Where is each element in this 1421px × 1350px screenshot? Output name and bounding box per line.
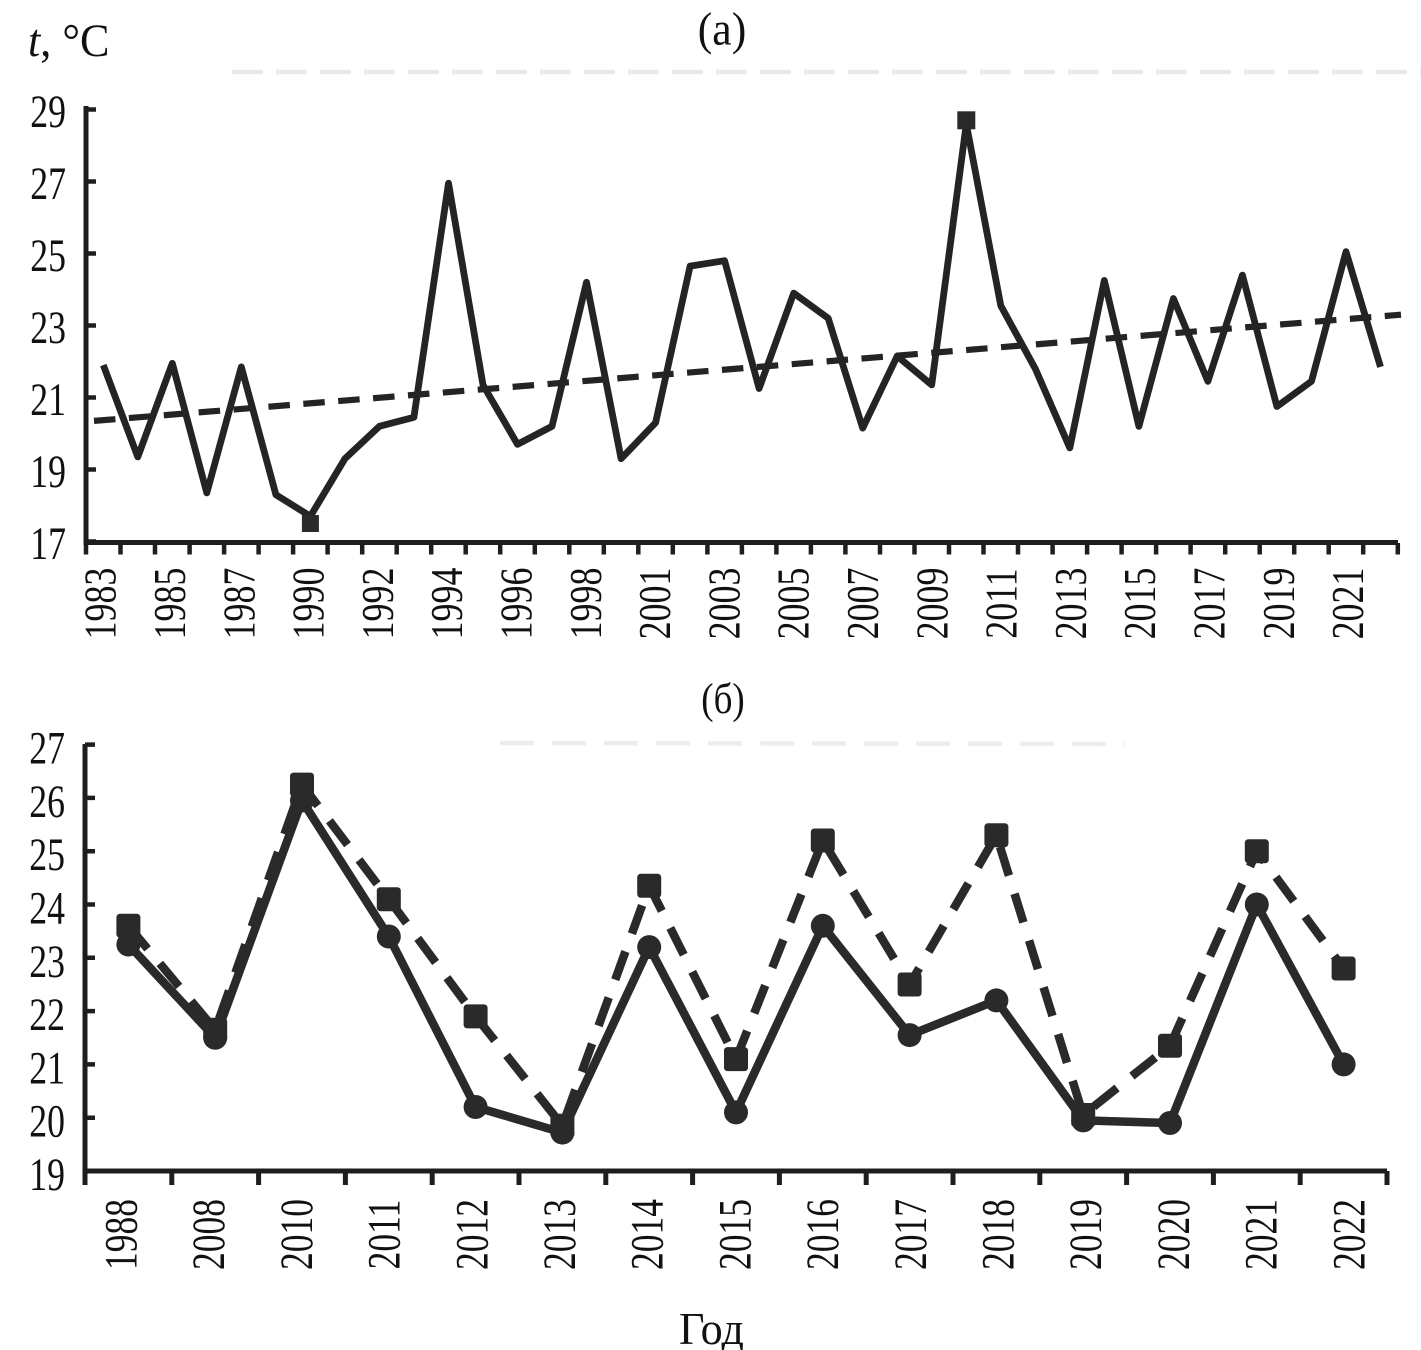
svg-text:1994: 1994 (421, 568, 472, 640)
svg-text:26: 26 (29, 776, 65, 828)
svg-text:24: 24 (29, 883, 65, 935)
svg-text:27: 27 (29, 723, 65, 775)
svg-text:29: 29 (30, 86, 66, 138)
svg-text:1988: 1988 (96, 1199, 148, 1270)
svg-text:1998: 1998 (560, 568, 611, 640)
svg-text:25: 25 (30, 230, 66, 282)
svg-text:2013: 2013 (1045, 568, 1096, 640)
svg-text:2017: 2017 (1183, 568, 1234, 640)
svg-text:2019: 2019 (1061, 1199, 1113, 1270)
svg-text:23: 23 (29, 936, 65, 988)
svg-text:2011: 2011 (359, 1200, 411, 1270)
svg-text:23: 23 (30, 302, 66, 354)
svg-text:2019: 2019 (1253, 568, 1304, 640)
svg-text:2011: 2011 (975, 568, 1026, 638)
svg-text:27: 27 (30, 158, 66, 210)
svg-text:2020: 2020 (1148, 1199, 1200, 1270)
svg-text:22: 22 (29, 990, 65, 1042)
svg-text:2010: 2010 (271, 1199, 323, 1270)
svg-text:1990: 1990 (282, 568, 333, 640)
svg-text:2008: 2008 (184, 1199, 236, 1270)
svg-text:2001: 2001 (629, 568, 680, 640)
svg-text:19: 19 (30, 446, 66, 498)
svg-text:2021: 2021 (1236, 1199, 1288, 1270)
svg-text:2014: 2014 (622, 1199, 674, 1270)
svg-text:2009: 2009 (906, 568, 957, 640)
svg-text:2015: 2015 (1114, 568, 1165, 640)
svg-text:2013: 2013 (534, 1199, 586, 1270)
svg-text:2005: 2005 (767, 568, 818, 640)
svg-text:(б): (б) (701, 674, 744, 722)
svg-text:2018: 2018 (973, 1199, 1025, 1270)
svg-text:1987: 1987 (213, 568, 264, 640)
svg-text:Год: Год (679, 1303, 744, 1350)
svg-text:2017: 2017 (885, 1199, 937, 1270)
svg-text:20: 20 (29, 1096, 65, 1148)
svg-text:(a): (a) (698, 3, 747, 55)
svg-text:17: 17 (30, 518, 66, 570)
svg-text:t, °C: t, °C (28, 14, 109, 67)
svg-text:1985: 1985 (144, 568, 195, 640)
svg-text:2007: 2007 (837, 568, 888, 640)
svg-text:2016: 2016 (797, 1199, 849, 1270)
svg-text:2003: 2003 (698, 568, 749, 640)
svg-text:2022: 2022 (1324, 1199, 1376, 1270)
svg-text:25: 25 (29, 830, 65, 882)
svg-text:19: 19 (29, 1149, 65, 1201)
svg-text:1983: 1983 (74, 568, 125, 640)
svg-text:2012: 2012 (447, 1199, 499, 1270)
svg-text:21: 21 (29, 1043, 65, 1095)
svg-text:2021: 2021 (1322, 568, 1373, 640)
svg-text:2015: 2015 (710, 1199, 762, 1270)
svg-text:1996: 1996 (490, 568, 541, 640)
svg-text:1992: 1992 (352, 568, 403, 640)
svg-text:21: 21 (30, 374, 66, 426)
